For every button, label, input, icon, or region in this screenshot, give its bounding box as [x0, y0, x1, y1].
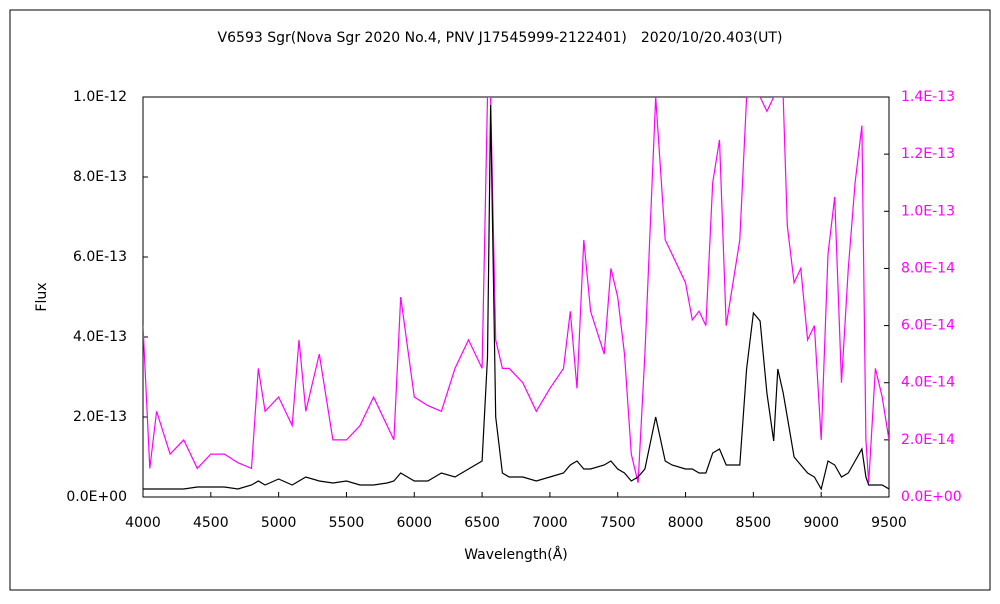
x-tick-label: 7500 — [600, 515, 636, 531]
x-tick-label: 5000 — [261, 515, 297, 531]
y-axis-label: Flux — [34, 282, 50, 311]
spectrum-line — [143, 104, 889, 491]
chart-title: V6593 Sgr(Nova Sgr 2020 No.4, PNV J17545… — [218, 30, 783, 46]
y2-tick-label: 1.4E-13 — [901, 89, 955, 105]
x-tick-label: 6000 — [396, 515, 432, 531]
y-tick-label: 2.0E-13 — [73, 409, 127, 425]
x-tick-label: 4500 — [193, 515, 229, 531]
x-tick-label: 9500 — [871, 515, 907, 531]
x-tick-label: 4000 — [125, 515, 161, 531]
y-tick-label: 1.0E-12 — [73, 89, 127, 105]
x-tick-label: 9000 — [803, 515, 839, 531]
y-tick-label: 6.0E-13 — [73, 249, 127, 265]
y2-tick-label: 2.0E-14 — [901, 432, 955, 448]
x-tick-label: 8500 — [736, 515, 772, 531]
x-tick-label: 8000 — [668, 515, 704, 531]
y-tick-label: 8.0E-13 — [73, 169, 127, 185]
x-tick-label: 5500 — [329, 515, 365, 531]
y-tick-label: 4.0E-13 — [73, 329, 127, 345]
plot-area — [142, 96, 890, 498]
x-tick-label: 6500 — [464, 515, 500, 531]
x-tick-label: 7000 — [532, 515, 568, 531]
y-tick-label: 0.0E+00 — [66, 489, 127, 505]
y2-tick-label: 1.2E-13 — [901, 146, 955, 162]
x-axis-label: Wavelength(Å) — [464, 546, 568, 563]
y2-tick-label: 6.0E-14 — [901, 318, 955, 334]
y2-tick-label: 8.0E-14 — [901, 260, 955, 276]
y2-tick-label: 4.0E-14 — [901, 375, 955, 391]
y2-tick-label: 1.0E-13 — [901, 203, 955, 219]
y2-tick-label: 0.0E+00 — [901, 489, 962, 505]
spectrum-line — [143, 97, 889, 483]
